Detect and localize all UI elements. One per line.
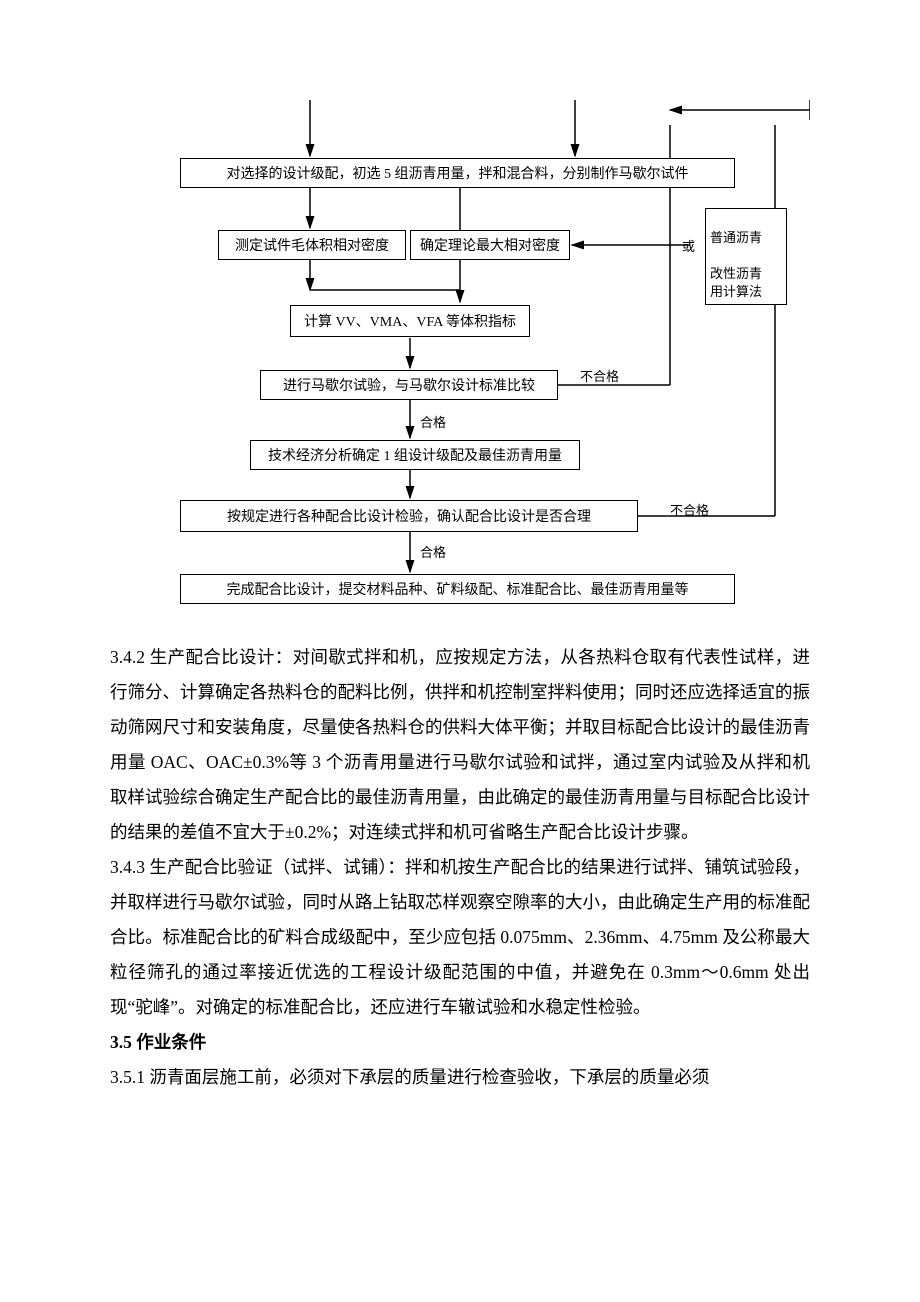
flowchart-container: 对选择的设计级配，初选 5 组沥青用量，拌和混合料，分别制作马歇尔试件 测定试件… (110, 80, 810, 610)
flow-label-pass2: 合格 (420, 542, 446, 561)
flow-label-fail1: 不合格 (580, 366, 619, 385)
flow-node-4: 计算 VV、VMA、VFA 等体积指标 (290, 305, 530, 337)
flow-aside-or: 或 (682, 236, 695, 255)
flow-node-3: 确定理论最大相对密度 (410, 230, 570, 260)
flow-node-7-text: 按规定进行各种配合比设计检验，确认配合比设计是否合理 (227, 506, 591, 526)
flow-node-8-text: 完成配合比设计，提交材料品种、矿料级配、标准配合比、最佳沥青用量等 (227, 579, 689, 599)
flow-label-pass1: 合格 (420, 412, 446, 431)
flow-node-2: 测定试件毛体积相对密度 (218, 230, 406, 260)
flow-node-1: 对选择的设计级配，初选 5 组沥青用量，拌和混合料，分别制作马歇尔试件 (180, 158, 735, 188)
flow-node-7: 按规定进行各种配合比设计检验，确认配合比设计是否合理 (180, 500, 638, 532)
flow-node-6-text: 技术经济分析确定 1 组设计级配及最佳沥青用量 (268, 445, 562, 465)
flow-node-4-text: 计算 VV、VMA、VFA 等体积指标 (304, 311, 516, 331)
flow-node-1-text: 对选择的设计级配，初选 5 组沥青用量，拌和混合料，分别制作马歇尔试件 (227, 163, 689, 183)
flow-node-8: 完成配合比设计，提交材料品种、矿料级配、标准配合比、最佳沥青用量等 (180, 574, 735, 604)
heading-35: 3.5 作业条件 (110, 1025, 810, 1060)
flow-node-6: 技术经济分析确定 1 组设计级配及最佳沥青用量 (250, 440, 580, 470)
para-343: 3.4.3 生产配合比验证（试拌、试铺）：拌和机按生产配合比的结果进行试拌、铺筑… (110, 850, 810, 1025)
flow-node-5-text: 进行马歇尔试验，与马歇尔设计标准比较 (283, 375, 535, 395)
flow-node-2-text: 测定试件毛体积相对密度 (235, 235, 389, 255)
flow-aside-bottom: 改性沥青 用计算法 (705, 245, 787, 305)
body-text: 3.4.2 生产配合比设计：对间歇式拌和机，应按规定方法，从各热料仓取有代表性试… (110, 640, 810, 1095)
para-351: 3.5.1 沥青面层施工前，必须对下承层的质量进行检查验收，下承层的质量必须 (110, 1060, 810, 1095)
flow-aside-bottom-text: 改性沥青 用计算法 (710, 266, 762, 299)
flow-label-fail2: 不合格 (670, 500, 709, 519)
para-342: 3.4.2 生产配合比设计：对间歇式拌和机，应按规定方法，从各热料仓取有代表性试… (110, 640, 810, 850)
flow-node-3-text: 确定理论最大相对密度 (420, 235, 560, 255)
flow-node-5: 进行马歇尔试验，与马歇尔设计标准比较 (260, 370, 558, 400)
